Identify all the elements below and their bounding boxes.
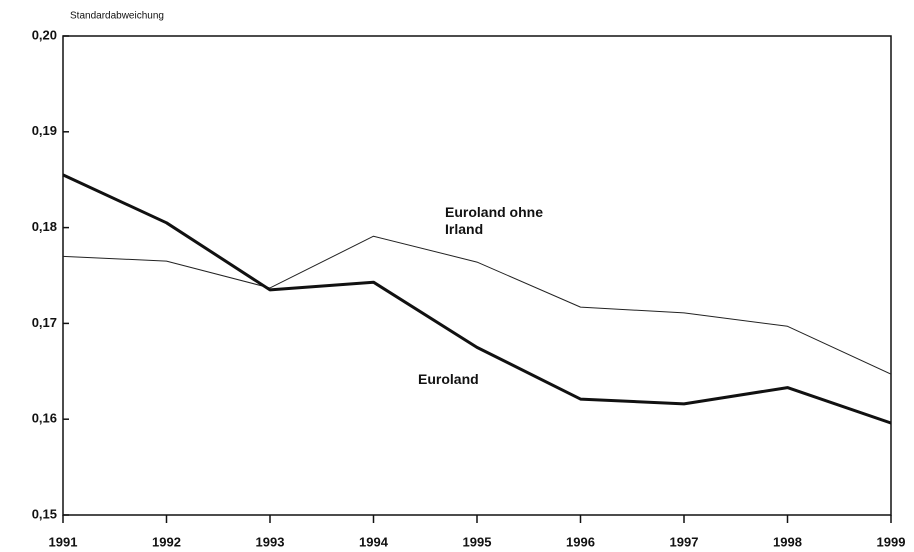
plot-frame [62, 35, 892, 516]
y-axis-label: Standardabweichung [70, 11, 164, 22]
y-tick-label: 0,15 [32, 506, 57, 521]
y-tick-label: 0,18 [32, 219, 57, 234]
x-tick-label: 1992 [152, 534, 181, 549]
y-tick-label: 0,19 [32, 123, 57, 138]
x-tick-label: 1991 [49, 534, 78, 549]
x-tick-label: 1998 [773, 534, 802, 549]
series-label: Euroland [418, 371, 479, 387]
series-line [62, 173, 892, 425]
x-tick-label: 1996 [566, 534, 595, 549]
y-tick-label: 0,20 [32, 27, 57, 42]
x-tick-label: 1995 [463, 534, 492, 549]
series-line [62, 235, 892, 375]
y-tick-label: 0,17 [32, 315, 57, 330]
x-tick-label: 1993 [256, 534, 285, 549]
x-tick-label: 1999 [877, 534, 906, 549]
x-tick-label: 1994 [359, 534, 389, 549]
y-tick-label: 0,16 [32, 411, 57, 426]
series-label: Euroland ohne Irland [445, 204, 543, 237]
x-tick-label: 1997 [670, 534, 699, 549]
